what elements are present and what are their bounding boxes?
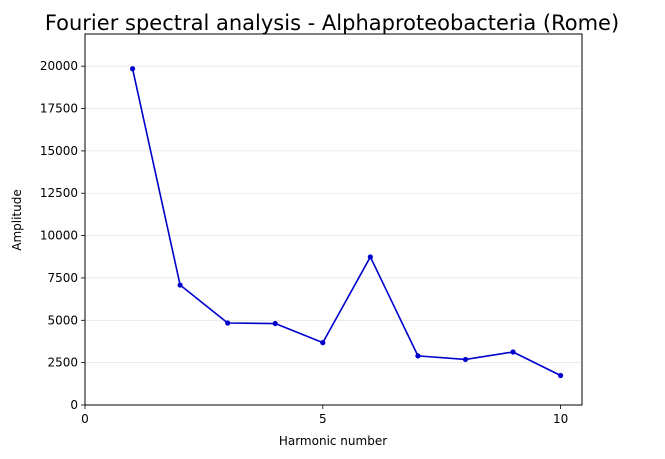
data-point [177,282,183,288]
y-tick-label: 10000 [40,229,78,243]
data-point [320,340,326,346]
y-axis-label: Amplitude [10,189,24,251]
x-tick-label: 5 [319,412,327,426]
plot-area-frame [84,33,583,406]
data-point [557,372,564,379]
series-layer [129,66,564,379]
data-point [272,320,278,327]
y-tick-label: 12500 [40,186,78,200]
y-tick-label: 15000 [40,144,78,158]
y-tick-label: 17500 [40,102,78,116]
y-tick-label: 0 [70,398,78,412]
data-point [225,320,231,326]
series-line [131,68,561,377]
y-tick-label: 20000 [40,59,78,73]
chart-title: Fourier spectral analysis - Alphaproteob… [45,11,619,35]
y-axis-ticks: 0 2500 5000 7500 10000 12500 15000 17500 20000 [40,59,85,412]
data-point [415,353,421,359]
data-point [510,349,516,355]
x-tick-label: 0 [81,412,89,426]
x-axis-ticks: 0 5 10 [81,405,568,426]
y-tick-label: 2500 [47,356,78,370]
data-point [462,356,469,363]
y-tick-label: 7500 [47,271,78,285]
y-tick-label: 5000 [47,313,78,327]
data-point [367,254,373,260]
x-tick-label: 10 [553,412,568,426]
grid-layer [85,65,582,364]
data-point [129,66,136,72]
x-axis-label: Harmonic number [279,434,387,448]
